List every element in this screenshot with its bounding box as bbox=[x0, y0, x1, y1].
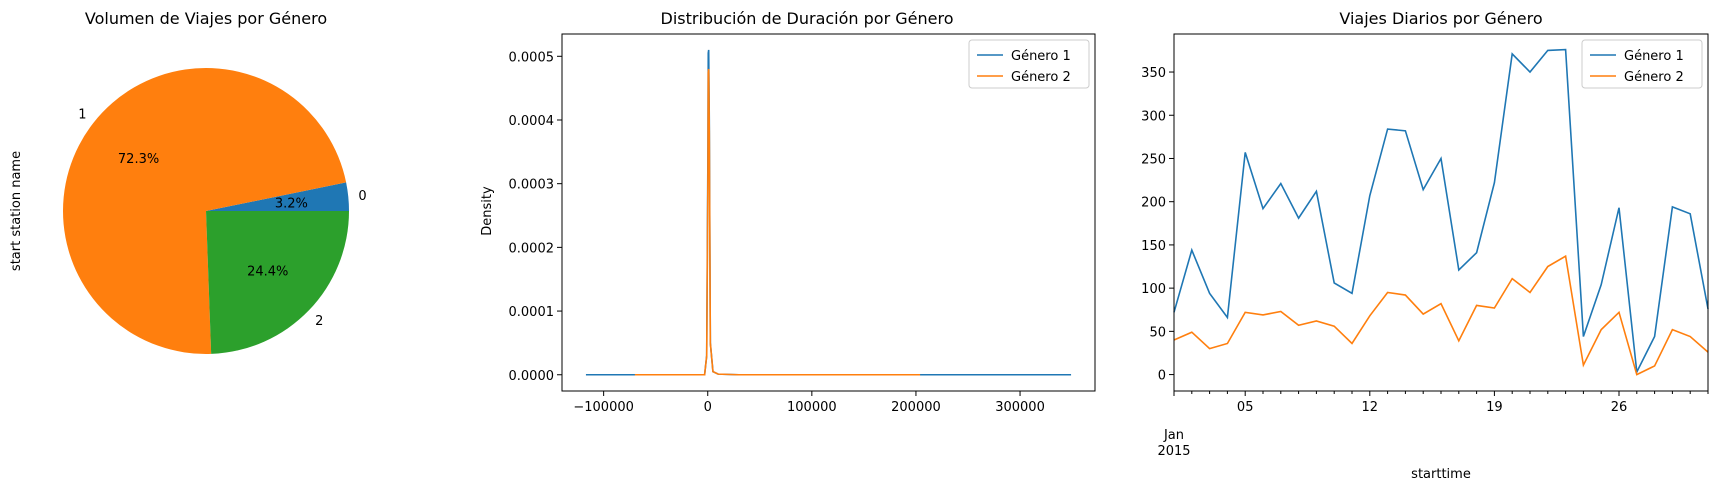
daily-xtick-label: 19 bbox=[1486, 400, 1503, 415]
daily-xtick-label: 26 bbox=[1611, 400, 1628, 415]
daily-axis-ticks: Jan 2015 05 12 19 26 0 50 100 150 200 250 300 350 bbox=[1141, 66, 1709, 459]
density-xtick-label: 0 bbox=[704, 400, 712, 415]
daily-legend-label-1: Género 1 bbox=[1624, 49, 1684, 64]
density-series-lines bbox=[585, 49, 1072, 376]
daily-ytick-label: 0 bbox=[1158, 369, 1166, 384]
daily-xtick-month-line: Jan bbox=[1163, 428, 1184, 443]
density-ytick-label: 0.0001 bbox=[509, 305, 555, 320]
daily-xtick-label: 12 bbox=[1362, 400, 1379, 415]
pie-chart-title: Volumen de Viajes por Género bbox=[85, 9, 327, 28]
pie-slice-label-0: 0 bbox=[358, 189, 366, 204]
density-ytick-label: 0.0005 bbox=[509, 50, 555, 65]
daily-chart-panel: Viajes Diarios por Género starttime Jan 2… bbox=[1141, 9, 1709, 482]
density-xtick-label: 100000 bbox=[787, 400, 837, 415]
daily-ytick-label: 250 bbox=[1141, 152, 1166, 167]
density-xtick-label: 200000 bbox=[891, 400, 941, 415]
density-legend: Género 1 Género 2 bbox=[968, 39, 1090, 89]
daily-plot-frame bbox=[1173, 33, 1709, 392]
daily-ytick-label: 300 bbox=[1141, 109, 1166, 124]
pie-chart-panel: Volumen de Viajes por Género start stati… bbox=[9, 9, 367, 355]
pie-pct-label-1: 72.3% bbox=[118, 152, 159, 167]
density-axis-ticks: −100000 0 100000 200000 300000 0.0000 0.0001 0.… bbox=[509, 50, 1045, 415]
daily-legend-label-2: Género 2 bbox=[1624, 70, 1684, 85]
daily-chart-title: Viajes Diarios por Género bbox=[1339, 9, 1542, 28]
daily-xtick-month-line: 2015 bbox=[1157, 444, 1190, 459]
density-ytick-label: 0.0003 bbox=[509, 178, 555, 193]
daily-line-series-2 bbox=[1173, 254, 1709, 376]
pie-slice-1 bbox=[62, 68, 347, 355]
daily-ytick-label: 100 bbox=[1141, 282, 1166, 297]
daily-xtick-month-label: Jan 2015 bbox=[1157, 428, 1190, 459]
density-ytick-label: 0.0004 bbox=[509, 114, 555, 129]
pie-slice-0 bbox=[206, 182, 349, 211]
density-xtick-label: 300000 bbox=[995, 400, 1045, 415]
pie-pct-label-0: 3.2% bbox=[275, 196, 308, 211]
density-plot-frame bbox=[561, 33, 1096, 392]
daily-line-series-1 bbox=[1173, 48, 1709, 375]
pie-slice-2 bbox=[206, 211, 349, 354]
density-ylabel: Density bbox=[480, 186, 495, 236]
density-legend-label-2: Género 2 bbox=[1011, 70, 1071, 85]
pie-slice-label-2: 2 bbox=[315, 314, 323, 329]
density-ytick-label: 0.0002 bbox=[509, 241, 555, 256]
daily-legend: Género 1 Género 2 bbox=[1581, 39, 1703, 89]
pie-slices: 0 3.2% 1 72.3% 2 24.4% bbox=[62, 68, 367, 355]
daily-xtick-label: 05 bbox=[1237, 400, 1254, 415]
daily-ytick-label: 50 bbox=[1149, 325, 1166, 340]
daily-series-lines bbox=[1173, 48, 1709, 376]
density-chart-panel: Distribución de Duración por Género Dens… bbox=[480, 9, 1096, 415]
daily-ytick-label: 200 bbox=[1141, 196, 1166, 211]
pie-pct-label-2: 24.4% bbox=[247, 265, 288, 280]
daily-xlabel: starttime bbox=[1411, 467, 1471, 482]
daily-ytick-label: 150 bbox=[1141, 239, 1166, 254]
density-xtick-label: −100000 bbox=[573, 400, 634, 415]
pie-ylabel: start station name bbox=[9, 151, 24, 271]
density-chart-title: Distribución de Duración por Género bbox=[661, 9, 954, 28]
density-line-series-2 bbox=[634, 68, 921, 376]
daily-ytick-label: 350 bbox=[1141, 66, 1166, 81]
density-ytick-label: 0.0000 bbox=[509, 369, 555, 384]
density-legend-label-1: Género 1 bbox=[1011, 49, 1071, 64]
pie-slice-label-1: 1 bbox=[78, 108, 86, 123]
density-line-series-1 bbox=[585, 49, 1072, 376]
